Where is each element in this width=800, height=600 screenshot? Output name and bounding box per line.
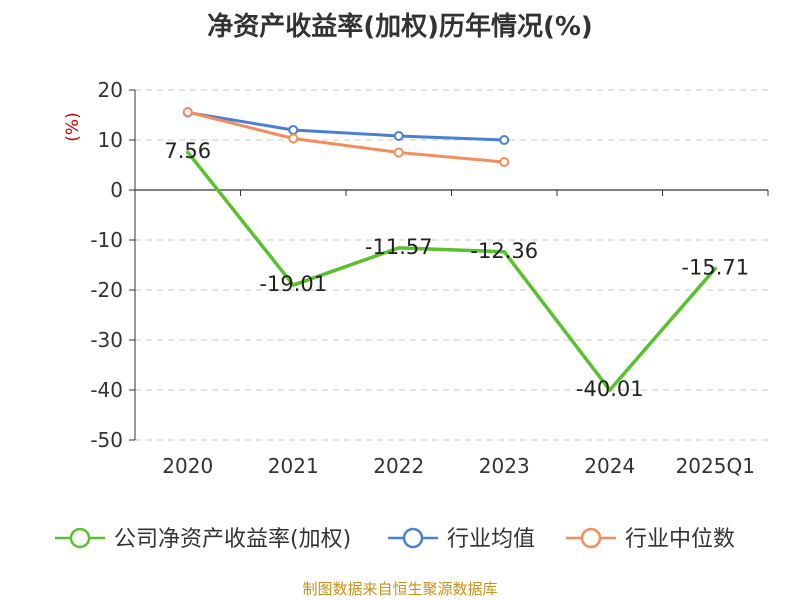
y-tick-label: -40 [90, 378, 123, 402]
series-point [182, 107, 193, 117]
y-tick-label: -50 [90, 428, 123, 452]
y-tick-label: -20 [90, 278, 123, 302]
source-note: 制图数据来自恒生聚源数据库 [302, 580, 498, 598]
x-tick-labels: 2020 2021 2022 2023 2024 2025Q1 [162, 454, 755, 478]
data-label: -40.01 [576, 377, 644, 401]
grid-lines [135, 89, 768, 441]
x-tick-label: 2024 [584, 454, 635, 478]
y-axis-unit-label: (%) [63, 112, 83, 141]
y-tick-label: 10 [98, 128, 123, 152]
y-tick-label: -30 [90, 328, 123, 352]
legend-label: 行业均值 [447, 527, 535, 552]
y-tick-labels: 20 10 0 -10 -20 -30 -40 -50 [90, 78, 123, 452]
data-label: -11.57 [365, 235, 433, 259]
series-point [288, 125, 299, 135]
series-point [499, 157, 510, 167]
series-line [186, 110, 506, 164]
legend: 公司净资产收益率(加权) 行业均值 行业中位数 [55, 527, 735, 552]
legend-label: 公司净资产收益率(加权) [114, 527, 351, 552]
legend-label: 行业中位数 [625, 527, 735, 552]
series-point [393, 131, 404, 141]
data-labels: 7.56 -19.01 -11.57 -12.36 -40.01 -15.71 [164, 139, 749, 401]
x-tick-label: 2023 [479, 454, 530, 478]
x-tick-label: 2025Q1 [676, 454, 755, 478]
data-label: -19.01 [259, 272, 327, 296]
series-line [186, 150, 717, 392]
legend-marker [69, 527, 91, 549]
series-point [499, 135, 510, 145]
x-tick-label: 2022 [373, 454, 424, 478]
y-tick-label: -10 [90, 228, 123, 252]
x-tick-label: 2020 [162, 454, 213, 478]
data-label: -15.71 [681, 256, 749, 280]
series-line [186, 111, 506, 142]
data-label: -12.36 [470, 239, 538, 263]
series-point [393, 147, 404, 158]
legend-marker [580, 527, 602, 549]
data-label: 7.56 [164, 139, 211, 163]
series-point [288, 133, 299, 144]
chart-title: 净资产收益率(加权)历年情况(%) [207, 12, 593, 42]
y-tick-label: 20 [98, 78, 123, 102]
axes [129, 89, 769, 441]
x-tick-label: 2021 [268, 454, 319, 478]
y-tick-label: 0 [110, 178, 123, 202]
legend-marker [402, 527, 424, 549]
series-layer [182, 107, 717, 392]
